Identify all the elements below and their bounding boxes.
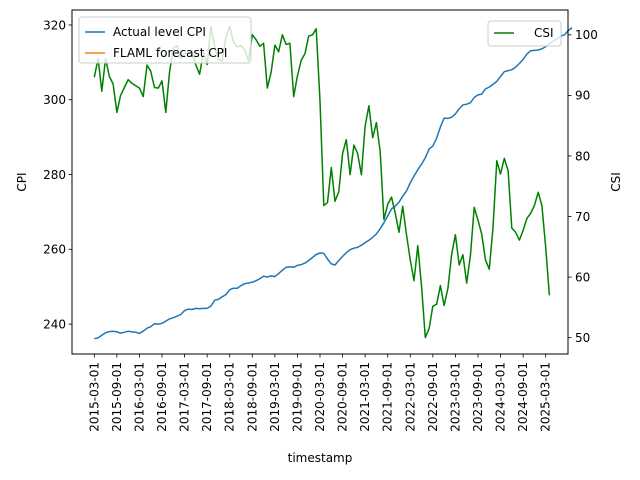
y-tick-label-left: 280: [43, 168, 66, 182]
series-line-actual-level-cpi: [94, 27, 573, 340]
x-tick-label: 2019-03-01: [268, 362, 282, 432]
y-tick-label-left: 260: [43, 243, 66, 257]
x-tick-label: 2025-03-01: [539, 362, 553, 432]
y-tick-label-right: 50: [575, 331, 590, 345]
x-tick-label: 2021-03-01: [358, 362, 372, 432]
y-tick-label-left: 240: [43, 317, 66, 331]
x-tick-label: 2017-03-01: [178, 362, 192, 432]
y-tick-label-left: 300: [43, 93, 66, 107]
y-tick-label-right: 80: [575, 149, 590, 163]
x-tick-label: 2023-09-01: [471, 362, 485, 432]
x-tick-label: 2022-09-01: [426, 362, 440, 432]
x-tick-label: 2018-03-01: [223, 362, 237, 432]
x-tick-label: 2017-09-01: [200, 362, 214, 432]
x-tick-label: 2019-09-01: [290, 362, 304, 432]
y-tick-label-right: 100: [575, 28, 598, 42]
y-tick-label-right: 60: [575, 270, 590, 284]
legend-label-actual-cpi: Actual level CPI: [113, 25, 206, 39]
x-tick-label: 2020-09-01: [336, 362, 350, 432]
legend-label-csi: CSI: [534, 26, 554, 40]
x-tick-label: 2015-09-01: [110, 362, 124, 432]
y-axis-label-left: CPI: [15, 172, 29, 191]
y-tick-label-right: 90: [575, 89, 590, 103]
series-line-csi: [93, 25, 551, 339]
x-tick-label: 2015-03-01: [87, 362, 101, 432]
legend-right-frame: [487, 20, 562, 47]
y-axis-left: 240 260 280 300 320: [43, 18, 72, 331]
x-tick-label: 2016-03-01: [132, 362, 146, 432]
x-tick-label: 2021-09-01: [381, 362, 395, 432]
legend-label-flaml-cpi: FLAML forecast CPI: [113, 46, 227, 60]
x-tick-label: 2020-03-01: [313, 362, 327, 432]
x-tick-label: 2024-03-01: [494, 362, 508, 432]
x-tick-label: 2016-09-01: [155, 362, 169, 432]
x-axis-label: timestamp: [288, 451, 353, 465]
y-tick-label-left: 320: [43, 18, 66, 32]
y-axis-label-right: CSI: [609, 172, 623, 192]
x-axis: 2015-03-01 2015-09-01 2016-03-01 2016-09-01…: [87, 354, 553, 432]
legend-left: Actual level CPI FLAML forecast CPI: [78, 16, 252, 64]
legend-right: CSI: [487, 20, 562, 47]
x-tick-label: 2018-09-01: [245, 362, 259, 432]
y-axis-right: 50 60 70 80 90 100: [568, 28, 598, 345]
plot-area: [93, 25, 573, 340]
y-tick-label-right: 70: [575, 210, 590, 224]
x-tick-label: 2024-09-01: [516, 362, 530, 432]
legend-left-frame: [78, 16, 252, 64]
x-tick-label: 2022-03-01: [403, 362, 417, 432]
x-tick-label: 2023-03-01: [448, 362, 462, 432]
